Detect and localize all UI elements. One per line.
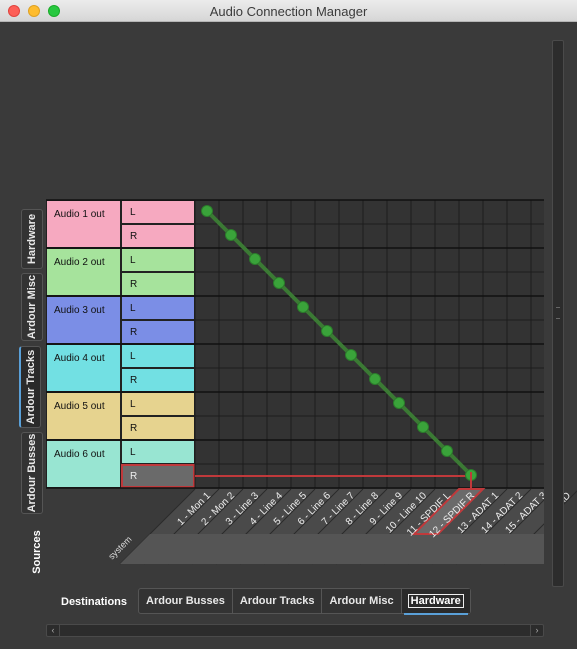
scroll-right-arrow-icon[interactable]: › — [530, 625, 543, 636]
dest-tab-ardour-tracks[interactable]: Ardour Tracks — [233, 589, 323, 613]
source-tab-ardour-misc[interactable]: Ardour Misc — [21, 273, 43, 341]
source-channel[interactable]: R — [121, 464, 195, 488]
connection-dot[interactable] — [249, 253, 261, 265]
source-tab-ardour-tracks[interactable]: Ardour Tracks — [19, 346, 41, 428]
scroll-left-arrow-icon[interactable]: ‹ — [47, 625, 60, 636]
dest-tab-label: Hardware — [407, 594, 464, 608]
source-bus[interactable]: Audio 3 out — [46, 296, 121, 344]
connection-dot[interactable] — [369, 373, 381, 385]
connection-dot[interactable] — [417, 421, 429, 433]
horizontal-scrollbar[interactable]: ‹ › — [46, 624, 544, 637]
connection-dot[interactable] — [441, 445, 453, 457]
source-channel[interactable]: R — [121, 320, 195, 344]
connection-dot[interactable] — [345, 349, 357, 361]
dest-tab-ardour-misc[interactable]: Ardour Misc — [322, 589, 402, 613]
dest-tab-hardware[interactable]: Hardware — [401, 589, 470, 615]
close-window-button[interactable] — [8, 5, 20, 17]
source-channel[interactable]: R — [121, 416, 195, 440]
dest-tab-ardour-busses[interactable]: Ardour Busses — [139, 589, 233, 613]
connection-dot[interactable] — [321, 325, 333, 337]
vertical-scrollbar[interactable] — [552, 40, 564, 587]
source-bus[interactable]: Audio 4 out — [46, 344, 121, 392]
destination-group-band — [120, 534, 544, 564]
destination-tabs: Ardour Busses Ardour Tracks Ardour Misc … — [138, 588, 471, 615]
source-channel[interactable]: R — [121, 368, 195, 392]
zoom-window-button[interactable] — [48, 5, 60, 17]
connection-dot[interactable] — [393, 397, 405, 409]
source-tab-ardour-busses[interactable]: Ardour Busses — [21, 432, 43, 514]
dest-tab-label: Ardour Busses — [146, 595, 225, 607]
selected-destination-highlight — [411, 488, 486, 535]
destinations-heading: Destinations — [61, 596, 128, 608]
connection-dot[interactable] — [273, 277, 285, 289]
source-bus[interactable]: Audio 5 out — [46, 392, 121, 440]
dest-tab-label: Ardour Tracks — [239, 595, 315, 607]
connection-dot[interactable] — [201, 205, 213, 217]
window-title: Audio Connection Manager — [209, 4, 368, 19]
source-bus[interactable]: Audio 1 out — [46, 200, 121, 248]
connection-dot[interactable] — [225, 229, 237, 241]
scrollbar-grip — [556, 307, 560, 319]
source-bus[interactable]: Audio 6 out — [46, 440, 121, 488]
source-bus[interactable]: Audio 2 out — [46, 248, 121, 296]
source-tab-hardware[interactable]: Hardware — [21, 209, 43, 269]
dest-tab-label: Ardour Misc — [329, 595, 394, 607]
matrix-right-clip — [544, 489, 552, 564]
connection-dot[interactable] — [297, 301, 309, 313]
minimize-window-button[interactable] — [28, 5, 40, 17]
title-bar: Audio Connection Manager — [0, 0, 577, 22]
